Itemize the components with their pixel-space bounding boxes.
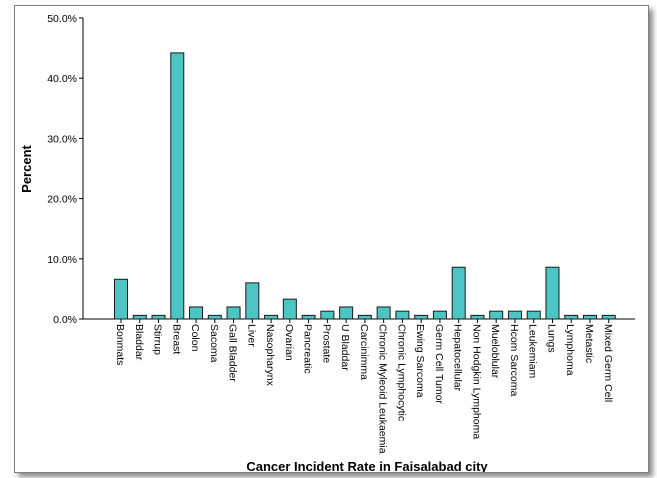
x-tick-label: Bladdar bbox=[133, 324, 145, 361]
bar bbox=[170, 52, 185, 320]
bar bbox=[376, 306, 391, 320]
y-tick-label: 10.0% bbox=[47, 254, 77, 266]
bar bbox=[564, 314, 579, 320]
x-tick-label: Prostate bbox=[320, 324, 332, 363]
bar bbox=[207, 314, 222, 320]
x-tick-label: Gall Bladder bbox=[227, 324, 239, 382]
bar bbox=[226, 306, 241, 320]
chart-frame: 0.0% 10.0% 20.0% 30.0% 40.0% 50.0% Bonmats Blad… bbox=[14, 5, 649, 473]
bar bbox=[526, 310, 541, 320]
bar bbox=[601, 314, 616, 320]
bar bbox=[151, 314, 166, 320]
x-tick-label: Chronic Myleoid Leukaemia bbox=[377, 324, 389, 454]
bar-chart: 0.0% 10.0% 20.0% 30.0% 40.0% 50.0% Bonmats Blad… bbox=[19, 13, 635, 472]
plot-area: 0.0% 10.0% 20.0% 30.0% 40.0% 50.0% Bonmats Blad… bbox=[47, 13, 635, 454]
x-tick-label: Mueloblular bbox=[489, 324, 501, 379]
x-tick-label: Pancreatic bbox=[302, 324, 314, 374]
x-tick-label: Chronic Lymphocytic bbox=[395, 324, 407, 421]
bar bbox=[264, 314, 279, 320]
x-tick-label: Lymphoma bbox=[564, 324, 576, 376]
bar bbox=[114, 278, 128, 320]
x-tick-label: Ovarian bbox=[283, 324, 295, 361]
bar bbox=[451, 266, 466, 320]
y-tick-label: 20.0% bbox=[47, 194, 77, 206]
bar bbox=[507, 310, 522, 320]
bar bbox=[545, 266, 560, 320]
x-tick-label: Hepatocellular bbox=[452, 324, 464, 392]
bar bbox=[583, 314, 597, 320]
y-tick-label: 50.0% bbox=[47, 13, 77, 25]
bar bbox=[470, 314, 485, 320]
x-tick-label: Liver bbox=[245, 324, 257, 347]
x-tick-label: Sacoma bbox=[208, 324, 220, 363]
x-tick-label: Breast bbox=[170, 324, 182, 354]
y-axis-title: Percent bbox=[19, 144, 34, 192]
x-tick-label: Colon bbox=[189, 324, 201, 352]
x-tick-label: Hcom Sarcoma bbox=[508, 324, 520, 397]
bar bbox=[301, 314, 316, 320]
bar bbox=[245, 282, 260, 320]
bar bbox=[414, 314, 429, 320]
x-tick-label: Stirrup bbox=[152, 324, 164, 355]
bar bbox=[282, 298, 297, 320]
x-tick-label: Lungs bbox=[545, 324, 557, 353]
x-axis-title: Cancer Incident Rate in Faisalabad city bbox=[246, 459, 488, 472]
bar bbox=[320, 310, 335, 320]
bar bbox=[189, 306, 204, 320]
x-tick-label: Non Hodgkin Lymphoma bbox=[470, 324, 482, 439]
x-tick-label: Mixed Germ Cell bbox=[602, 324, 614, 402]
x-tick-label: Germ Cell Tumor bbox=[433, 324, 445, 404]
x-tick-label: Bonmats bbox=[114, 324, 126, 365]
bar bbox=[432, 310, 447, 320]
x-tick-label: U Bladdar bbox=[339, 324, 351, 371]
bar bbox=[395, 310, 410, 320]
bar bbox=[339, 306, 354, 320]
bar bbox=[132, 314, 147, 320]
y-tick-label: 0.0% bbox=[53, 314, 77, 326]
bar bbox=[357, 314, 372, 320]
x-tick-label: Leukemiam bbox=[527, 324, 539, 379]
y-tick-label: 40.0% bbox=[47, 73, 77, 85]
x-tick-label: Carcinimma bbox=[358, 324, 370, 380]
y-tick-label: 30.0% bbox=[47, 133, 77, 145]
x-tick-label: Ewing Sarcoma bbox=[414, 324, 426, 398]
x-tick-label: Metastic bbox=[583, 324, 595, 363]
bar bbox=[489, 310, 504, 320]
x-tick-label: Nasopharynx bbox=[264, 324, 276, 387]
